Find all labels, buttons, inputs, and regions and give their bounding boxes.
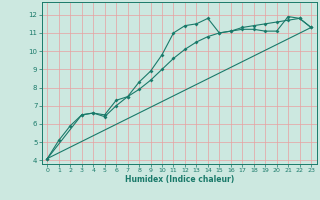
X-axis label: Humidex (Indice chaleur): Humidex (Indice chaleur)	[124, 175, 234, 184]
